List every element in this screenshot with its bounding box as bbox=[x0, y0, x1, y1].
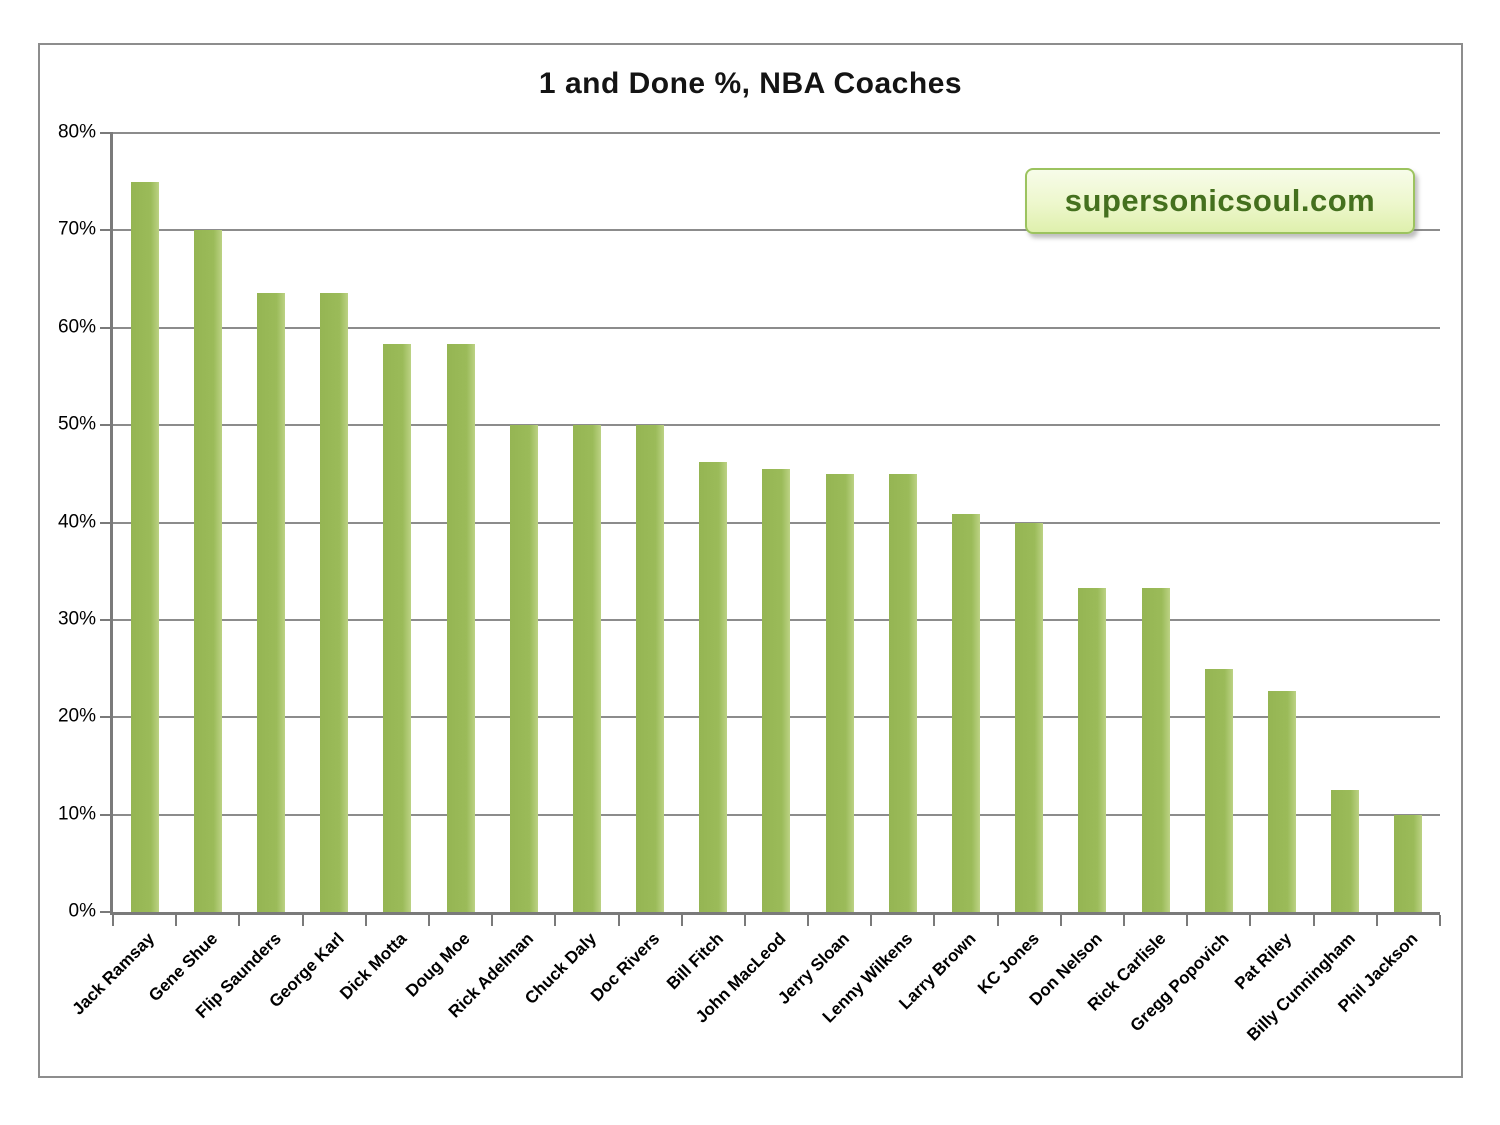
gridline-70 bbox=[113, 229, 1440, 232]
bar-slot bbox=[1377, 133, 1440, 912]
x-axis-tick-10 bbox=[743, 915, 746, 926]
x-axis-tick-2 bbox=[238, 915, 241, 926]
bar-gregg-popovich bbox=[1204, 668, 1233, 912]
x-axis-tick-3 bbox=[301, 915, 304, 926]
bar-slot bbox=[1250, 133, 1313, 912]
bar-slot bbox=[492, 133, 555, 912]
bar-slot bbox=[998, 133, 1061, 912]
y-axis-label-30: 30% bbox=[57, 608, 96, 630]
x-axis-tick-0 bbox=[112, 915, 114, 926]
x-axis-tick-6 bbox=[491, 915, 494, 926]
x-axis-tick-1 bbox=[175, 915, 178, 926]
gridline-80 bbox=[113, 132, 1440, 134]
y-axis-label-80: 80% bbox=[57, 121, 96, 143]
chart-title: 1 and Done %, NBA Coaches bbox=[538, 67, 963, 100]
bar-jerry-sloan bbox=[825, 473, 854, 912]
bar-chuck-daly bbox=[572, 425, 601, 912]
bar-jack-ramsay bbox=[130, 181, 159, 912]
bar-john-macleod bbox=[762, 468, 791, 912]
x-axis-tick-9 bbox=[680, 915, 683, 926]
y-axis-tick-40 bbox=[100, 521, 113, 524]
y-axis-label-40: 40% bbox=[57, 511, 96, 533]
bar-phil-jackson bbox=[1394, 814, 1423, 912]
bar-rick-carlisle bbox=[1141, 587, 1170, 912]
y-axis-tick-50 bbox=[100, 424, 113, 427]
y-axis-tick-10 bbox=[100, 813, 113, 816]
x-axis-label-text: Billy Cunningham bbox=[1243, 929, 1359, 1045]
bar-slot bbox=[176, 133, 239, 912]
bar-slot bbox=[1314, 133, 1377, 912]
bar-george-karl bbox=[320, 292, 349, 912]
chart-frame: 1 and Done %, NBA Coaches supersonicsoul… bbox=[38, 43, 1463, 1078]
plot-area: 0% 10% 20% 30% 40% 50% 60% 70% 80% Jack Ramsay Gen… bbox=[58, 122, 1441, 1045]
y-axis-label-50: 50% bbox=[57, 413, 96, 435]
bar-kc-jones bbox=[1015, 522, 1044, 912]
x-axis-tick-12 bbox=[870, 915, 873, 926]
watermark-badge: supersonicsoul.com bbox=[1025, 168, 1415, 234]
bar-larry-brown bbox=[952, 513, 981, 912]
x-axis-tick-4 bbox=[364, 915, 367, 926]
x-axis-tick-5 bbox=[427, 915, 430, 926]
gridline-50 bbox=[113, 424, 1440, 427]
bar-pat-riley bbox=[1267, 690, 1296, 912]
bars-row bbox=[113, 133, 1440, 912]
bar-bill-fitch bbox=[699, 462, 728, 912]
bar-slot bbox=[934, 133, 997, 912]
y-axis-tick-70 bbox=[100, 229, 113, 232]
bar-slot bbox=[366, 133, 429, 912]
bar-slot bbox=[682, 133, 745, 912]
y-axis-label-60: 60% bbox=[57, 316, 96, 338]
bar-slot bbox=[1187, 133, 1250, 912]
x-axis-tick-20 bbox=[1375, 915, 1378, 926]
bar-slot bbox=[113, 133, 176, 912]
x-axis-tick-18 bbox=[1249, 915, 1252, 926]
x-axis-label-text: Jack Ramsay bbox=[68, 929, 159, 1019]
bar-slot bbox=[619, 133, 682, 912]
x-axis-tick-11 bbox=[807, 915, 810, 926]
bar-doug-moe bbox=[446, 344, 475, 912]
x-axis-tick-13 bbox=[933, 915, 936, 926]
y-axis-tick-60 bbox=[100, 326, 113, 329]
x-axis-label-text: Dick Motta bbox=[336, 929, 411, 1004]
bar-slot bbox=[745, 133, 808, 912]
bar-slot bbox=[239, 133, 302, 912]
x-axis-tick-17 bbox=[1186, 915, 1189, 926]
y-axis-label-0: 0% bbox=[68, 900, 96, 922]
x-axis-tick-8 bbox=[617, 915, 620, 926]
bar-slot bbox=[808, 133, 871, 912]
bar-rick-adelman bbox=[509, 425, 538, 912]
bar-don-nelson bbox=[1078, 587, 1107, 912]
bar-slot bbox=[1124, 133, 1187, 912]
y-axis-label-20: 20% bbox=[57, 705, 96, 727]
bar-lenny-wilkens bbox=[888, 473, 917, 912]
x-axis-tick-7 bbox=[554, 915, 557, 926]
y-axis-label-70: 70% bbox=[57, 218, 96, 240]
bar-billy-cunningham bbox=[1331, 790, 1360, 912]
bar-slot bbox=[303, 133, 366, 912]
y-axis-label-10: 10% bbox=[57, 803, 96, 825]
bar-slot bbox=[429, 133, 492, 912]
bar-flip-saunders bbox=[256, 292, 285, 912]
y-axis-tick-30 bbox=[100, 618, 113, 621]
bar-slot bbox=[1061, 133, 1124, 912]
gridline-60 bbox=[113, 326, 1440, 329]
x-axis-tick-21 bbox=[1439, 915, 1441, 926]
y-axis-tick-80 bbox=[100, 132, 113, 134]
bar-gene-shue bbox=[193, 230, 222, 912]
bar-dick-motta bbox=[383, 344, 412, 912]
x-axis-tick-19 bbox=[1312, 915, 1315, 926]
y-axis-tick-20 bbox=[100, 716, 113, 719]
x-axis-tick-16 bbox=[1123, 915, 1126, 926]
x-axis-label-text: Bill Fitch bbox=[662, 929, 727, 994]
x-axis-tick-15 bbox=[1059, 915, 1062, 926]
watermark-text: supersonicsoul.com bbox=[1064, 183, 1376, 218]
bar-slot bbox=[555, 133, 618, 912]
y-axis-tick-0 bbox=[100, 911, 113, 913]
bar-slot bbox=[871, 133, 934, 912]
x-axis-tick-14 bbox=[996, 915, 999, 926]
bar-doc-rivers bbox=[636, 425, 665, 912]
x-axis-label-text: Pat Riley bbox=[1231, 929, 1296, 994]
